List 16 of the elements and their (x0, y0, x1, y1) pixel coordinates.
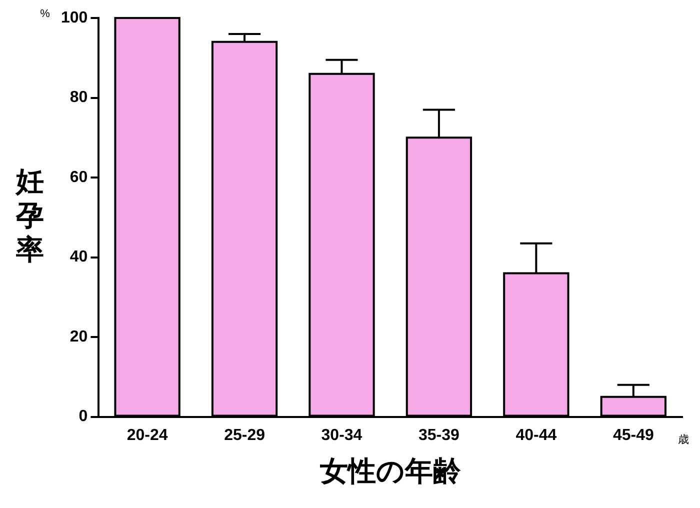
y-tick-label: 80 (70, 89, 88, 106)
y-tick-label: 60 (70, 168, 88, 186)
y-axis-title: 妊孕率 (15, 166, 44, 266)
x-tick-label: 35-39 (418, 426, 460, 444)
y-tick-label: 40 (70, 248, 88, 266)
y-tick-label: 100 (60, 9, 88, 26)
x-tick-label: 30-34 (321, 426, 362, 444)
text: 歳 (678, 433, 689, 446)
x-tick-label: 20-24 (126, 426, 168, 444)
x-tick-label: 25-29 (224, 426, 266, 444)
text: % (40, 8, 50, 20)
y-tick-label: 20 (70, 328, 88, 346)
x-axis-title: 女性の年齢 (318, 456, 461, 487)
y-tick-label: 0 (78, 408, 88, 426)
x-tick-label: 40-44 (516, 426, 557, 444)
x-tick-label: 45-49 (612, 426, 654, 444)
